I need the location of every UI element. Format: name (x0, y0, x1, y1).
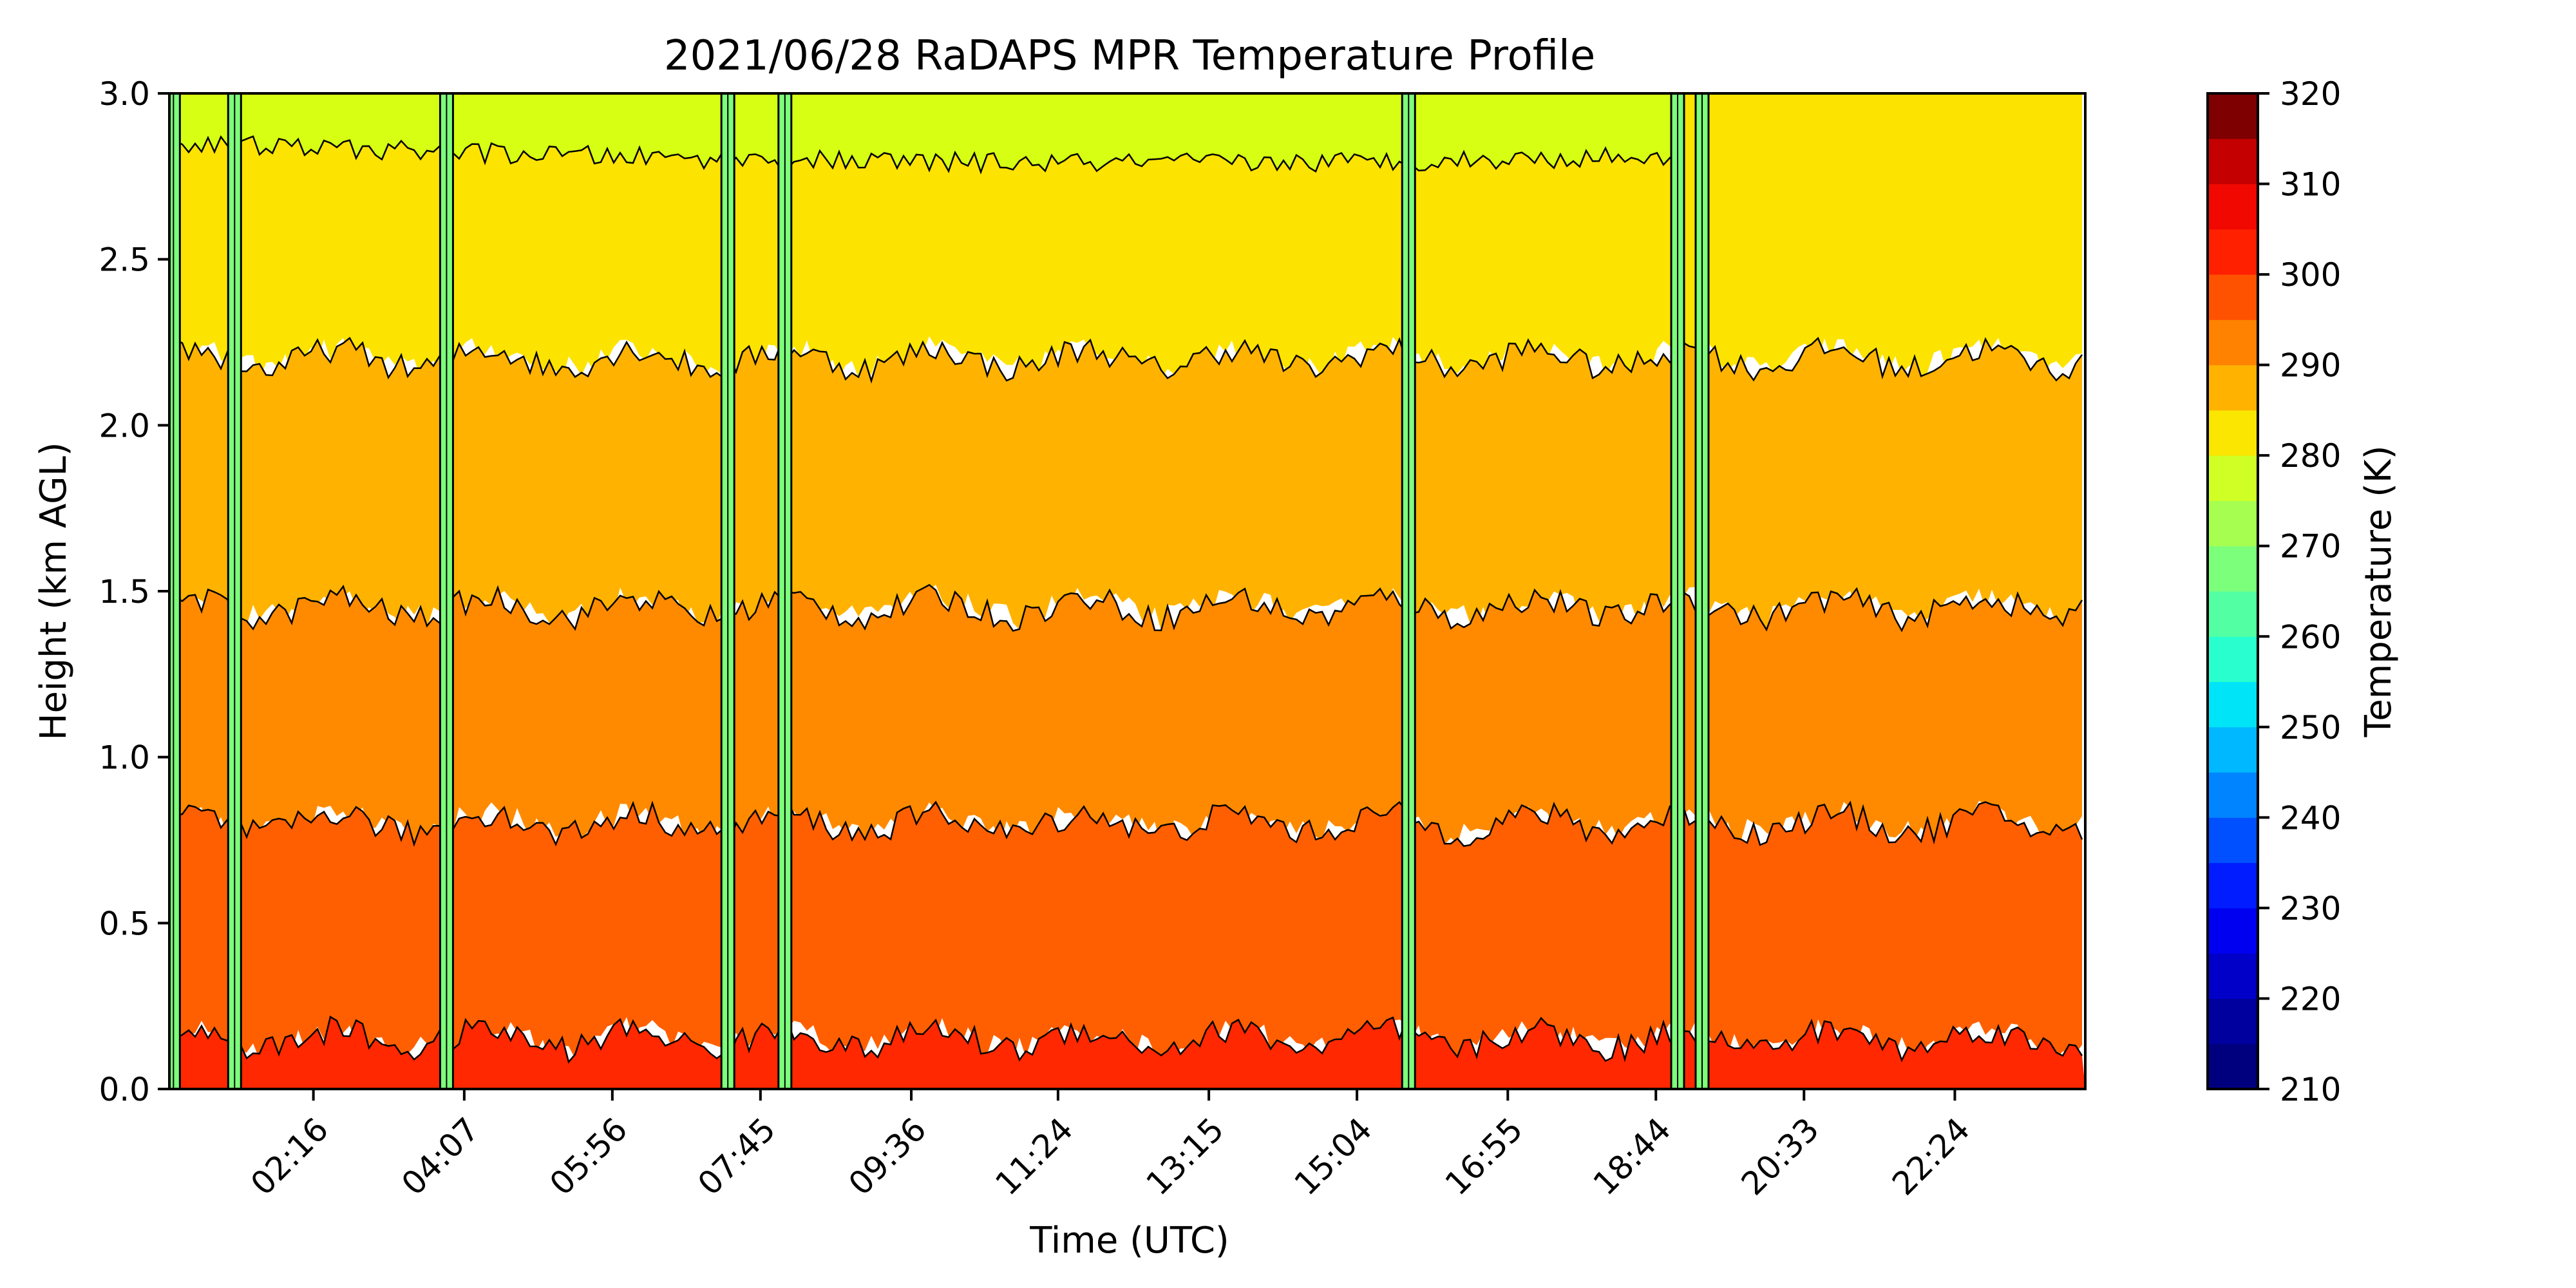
colorbar-tick-label: 220 (2280, 980, 2341, 1018)
colorbar-tick-label: 210 (2280, 1071, 2341, 1108)
colorbar-band (2208, 907, 2258, 954)
x-tick-label: 05:56 (542, 1110, 634, 1202)
temperature-band (169, 1016, 2085, 1089)
colorbar-tick-label: 240 (2280, 799, 2341, 837)
x-tick-label: 02:16 (243, 1110, 336, 1202)
colorbar-band (2208, 1043, 2258, 1090)
colorbar-tick-label: 280 (2280, 437, 2341, 475)
colorbar-tick-label: 230 (2280, 890, 2341, 927)
colorbar-tick-label: 250 (2280, 709, 2341, 746)
colorbar-band (2208, 93, 2258, 139)
y-tick-label: 1.5 (99, 573, 150, 611)
colorbar-band (2208, 726, 2258, 773)
temperature-band (169, 801, 2082, 1062)
x-tick-label: 13:15 (1139, 1110, 1231, 1202)
colorbar-frame (2206, 92, 2259, 1090)
contour-line (169, 583, 2083, 632)
colorbar-tick-label: 310 (2280, 166, 2341, 204)
y-tick-label: 0.0 (99, 1071, 150, 1108)
x-tick-label: 04:07 (394, 1110, 486, 1202)
colorbar-band (2208, 636, 2258, 683)
colorbar-band (2208, 229, 2258, 275)
temperature-field (169, 93, 2085, 1089)
x-axis: 02:16 04:07 05:56 07:45 09:36 11:24 13:15 15:04… (243, 1089, 1977, 1202)
colorbar-band (2208, 817, 2258, 864)
colorbar: 210 220 230 240 250 260 270 280 290 300 310 320 (2208, 75, 2341, 1108)
x-tick-label: 15:04 (1287, 1110, 1379, 1202)
x-tick-label: 09:36 (842, 1110, 934, 1202)
contour-line (169, 135, 1677, 175)
x-tick-label: 20:33 (1734, 1110, 1826, 1202)
colorbar-band (2208, 953, 2258, 999)
y-tick-label: 1.0 (99, 739, 150, 777)
colorbar-label: Temperature (K) (2358, 446, 2400, 738)
plot-area (169, 93, 2085, 1089)
colorbar-tick-label: 270 (2280, 528, 2341, 565)
colorbar-band (2208, 681, 2258, 728)
colorbar-tick-label: 290 (2280, 347, 2341, 384)
y-tick-label: 0.5 (99, 905, 150, 942)
x-tick-label: 16:55 (1438, 1110, 1530, 1202)
colorbar-band (2208, 274, 2258, 320)
colorbar-band (2208, 319, 2258, 366)
y-tick-label: 2.5 (99, 242, 150, 279)
colorbar-band (2208, 998, 2258, 1045)
contour-line (169, 337, 2083, 384)
colorbar-band (2208, 365, 2258, 411)
colorbar-band (2208, 184, 2258, 230)
x-tick-label: 22:24 (1885, 1110, 1977, 1202)
colorbar-band (2208, 545, 2258, 592)
colorbar-band (2208, 500, 2258, 547)
colorbar-band (2208, 772, 2258, 818)
colorbar-tick-label: 300 (2280, 256, 2341, 294)
contour-line (169, 1015, 2083, 1064)
temperature-band (169, 93, 2082, 381)
x-axis-label: Time (UTC) (1029, 1220, 1229, 1262)
x-tick-label: 11:24 (988, 1110, 1080, 1202)
colorbar-band (2208, 455, 2258, 501)
colorbar-band (2208, 138, 2258, 185)
x-tick-label: 07:45 (690, 1110, 782, 1202)
chart-title: 2021/06/28 RaDAPS MPR Temperature Profil… (664, 32, 1595, 80)
colorbar-tick-label: 320 (2280, 75, 2341, 113)
temperature-band (169, 585, 2082, 846)
x-tick-label: 18:44 (1586, 1110, 1678, 1202)
anomaly-column (169, 93, 181, 1089)
y-axis-label: Height (km AGL) (33, 442, 75, 740)
y-tick-label: 3.0 (99, 75, 150, 113)
y-axis: 0.0 0.5 1.0 1.5 2.0 2.5 3.0 (99, 75, 169, 1108)
y-tick-label: 2.0 (99, 407, 150, 444)
colorbar-band (2208, 862, 2258, 909)
colorbar-band (2208, 410, 2258, 456)
contour-line (169, 799, 2083, 848)
colorbar-band (2208, 591, 2258, 637)
temperature-band (169, 337, 2082, 630)
colorbar-tick-label: 260 (2280, 618, 2341, 656)
